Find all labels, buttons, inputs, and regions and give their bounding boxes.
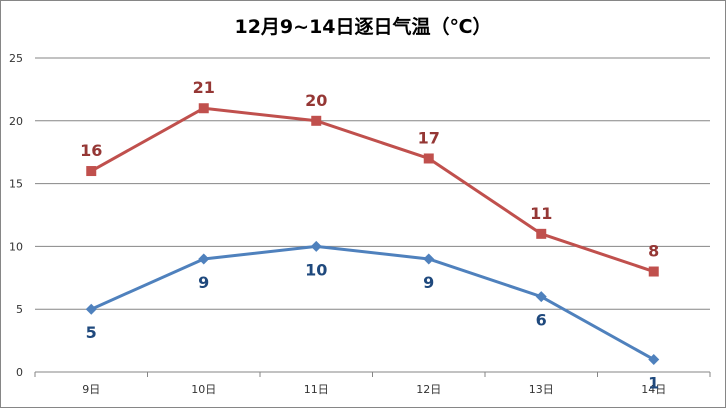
data-label: 21 bbox=[193, 78, 215, 97]
x-tick-label: 12日 bbox=[416, 383, 441, 396]
x-tick-label: 14日 bbox=[641, 383, 666, 396]
y-tick-label: 20 bbox=[9, 115, 23, 128]
data-label: 8 bbox=[648, 242, 659, 261]
data-label: 20 bbox=[305, 91, 327, 110]
chart-title: 12月9~14日逐日气温（℃） bbox=[234, 16, 492, 38]
data-point bbox=[86, 166, 97, 177]
series-line-2 bbox=[90, 244, 655, 361]
x-tick-label: 10日 bbox=[191, 383, 216, 396]
y-tick-label: 10 bbox=[9, 240, 23, 253]
y-tick-label: 0 bbox=[16, 366, 23, 379]
x-tick-label: 13日 bbox=[529, 383, 554, 396]
data-point bbox=[423, 253, 435, 265]
data-label: 5 bbox=[86, 323, 97, 342]
series-line-1 bbox=[90, 106, 655, 273]
data-label: 11 bbox=[530, 204, 552, 223]
data-point bbox=[648, 266, 659, 277]
data-point bbox=[648, 353, 660, 365]
x-tick-label: 9日 bbox=[82, 383, 100, 396]
data-point bbox=[198, 253, 210, 265]
data-label: 9 bbox=[423, 273, 434, 292]
data-label: 1 bbox=[648, 373, 659, 392]
x-tick-label: 11日 bbox=[304, 383, 329, 396]
y-tick-label: 25 bbox=[9, 52, 23, 65]
data-point bbox=[85, 303, 97, 315]
data-label: 6 bbox=[536, 311, 547, 330]
data-point bbox=[536, 228, 547, 239]
data-label: 9 bbox=[198, 273, 209, 292]
data-point bbox=[535, 291, 547, 303]
y-tick-label: 5 bbox=[16, 303, 23, 316]
data-point bbox=[310, 240, 322, 252]
data-point bbox=[198, 103, 209, 114]
y-tick-label: 15 bbox=[9, 178, 23, 191]
data-label: 10 bbox=[305, 260, 327, 279]
data-label: 16 bbox=[80, 141, 102, 160]
data-point bbox=[311, 115, 322, 126]
data-point bbox=[423, 153, 434, 164]
data-label: 17 bbox=[418, 128, 440, 147]
